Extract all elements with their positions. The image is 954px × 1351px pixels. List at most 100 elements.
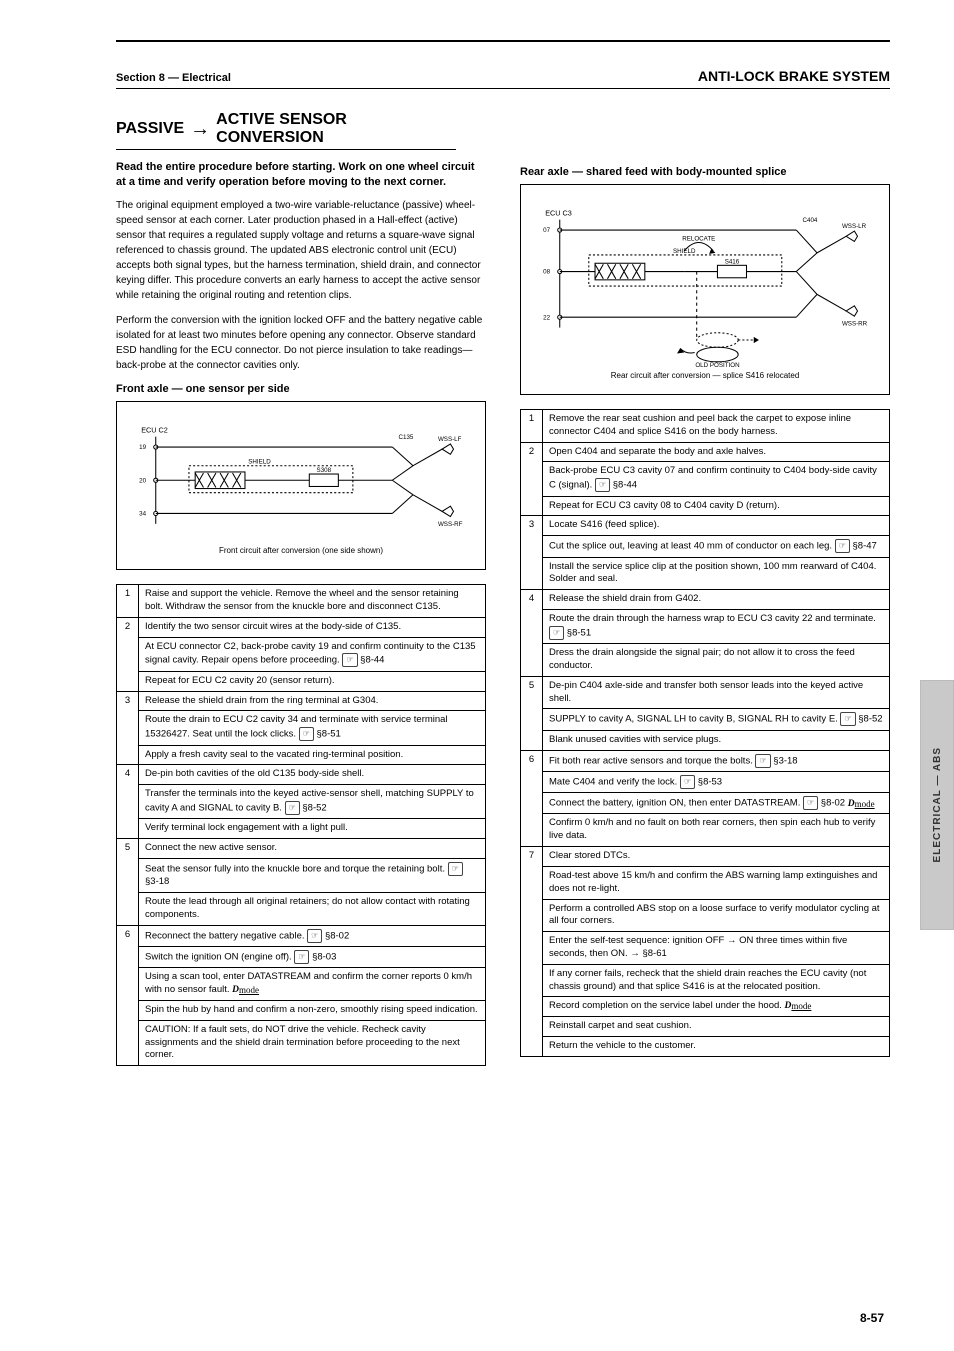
- table-row: Seat the sensor fully into the knuckle b…: [117, 858, 486, 892]
- section-title: PASSIVE → ACTIVE SENSOR CONVERSION: [116, 111, 456, 150]
- step-line: Repeat for ECU C2 cavity 20 (sensor retu…: [139, 671, 486, 691]
- step-line: CAUTION: If a fault sets, do NOT drive t…: [139, 1020, 486, 1065]
- step-line: Clear stored DTCs.: [543, 847, 890, 867]
- svg-text:ECU C3: ECU C3: [545, 209, 572, 218]
- table-row: Dress the drain alongside the signal pai…: [521, 644, 890, 677]
- figure-front-conversion: ECU C2 19 20 34 SHIELD S308: [116, 401, 486, 571]
- rear-subheading: Rear axle — shared feed with body-mounte…: [520, 166, 890, 178]
- table-row: 2Open C404 and separate the body and axl…: [521, 442, 890, 462]
- step-number: 1: [521, 410, 543, 443]
- header-system-title: ANTI-LOCK BRAKE SYSTEM: [698, 68, 890, 84]
- table-row: Mate C404 and verify the lock. ☞ §8-53: [521, 771, 890, 792]
- fig2-caption: Rear circuit after conversion — splice S…: [539, 371, 871, 380]
- step-line: Transfer the terminals into the keyed ac…: [139, 785, 486, 819]
- step-line: Mate C404 and verify the lock. ☞ §8-53: [543, 771, 890, 792]
- table-row: CAUTION: If a fault sets, do NOT drive t…: [117, 1020, 486, 1065]
- table-row: Enter the self-test sequence: ignition O…: [521, 932, 890, 965]
- step-line: Back-probe ECU C3 cavity 07 and confirm …: [543, 462, 890, 496]
- table-row: Using a scan tool, enter DATASTREAM and …: [117, 968, 486, 1001]
- svg-text:WSS-RF: WSS-RF: [438, 521, 463, 528]
- svg-text:22: 22: [543, 314, 550, 321]
- step-line: Locate S416 (feed splice).: [543, 516, 890, 536]
- table-row: 1Remove the rear seat cushion and peel b…: [521, 410, 890, 443]
- front-procedure-table: 1Raise and support the vehicle. Remove t…: [116, 584, 486, 1066]
- table-row: Perform a controlled ABS stop on a loose…: [521, 899, 890, 932]
- table-row: Install the service splice clip at the p…: [521, 557, 890, 590]
- step-line: Switch the ignition ON (engine off). ☞ §…: [139, 947, 486, 968]
- table-row: At ECU connector C2, back-probe cavity 1…: [117, 637, 486, 671]
- svg-text:SHIELD: SHIELD: [673, 248, 696, 255]
- page-number: 8-57: [860, 1311, 884, 1325]
- fig1-caption: Front circuit after conversion (one side…: [135, 546, 467, 555]
- svg-text:S308: S308: [317, 467, 332, 474]
- step-number: 1: [117, 585, 139, 618]
- step-line: Record completion on the service label u…: [543, 997, 890, 1017]
- table-row: 6Fit both rear active sensors and torque…: [521, 750, 890, 771]
- svg-text:34: 34: [139, 510, 146, 517]
- step-line: De-pin C404 axle-side and transfer both …: [543, 676, 890, 709]
- table-row: Route the drain to ECU C2 cavity 34 and …: [117, 711, 486, 745]
- table-row: Verify terminal lock engagement with a l…: [117, 819, 486, 839]
- table-row: 4Release the shield drain from G402.: [521, 590, 890, 610]
- page-header: Section 8 — Electrical ANTI-LOCK BRAKE S…: [116, 68, 890, 84]
- step-number: 3: [521, 516, 543, 590]
- table-row: Reinstall carpet and seat cushion.: [521, 1017, 890, 1037]
- table-row: Repeat for ECU C2 cavity 20 (sensor retu…: [117, 671, 486, 691]
- table-row: Confirm 0 km/h and no fault on both rear…: [521, 814, 890, 847]
- table-row: 4De-pin both cavities of the old C135 bo…: [117, 765, 486, 785]
- header-section-label: Section 8 — Electrical: [116, 72, 231, 84]
- table-row: 3Locate S416 (feed splice).: [521, 516, 890, 536]
- table-row: Transfer the terminals into the keyed ac…: [117, 785, 486, 819]
- intro-p1: The original equipment employed a two-wi…: [116, 198, 486, 303]
- step-line: Seat the sensor fully into the knuckle b…: [139, 858, 486, 892]
- rule-bottom: [116, 88, 890, 89]
- table-row: 3Release the shield drain from the ring …: [117, 691, 486, 711]
- fig1-ecu-label: ECU C2: [141, 425, 168, 434]
- step-line: At ECU connector C2, back-probe cavity 1…: [139, 637, 486, 671]
- arrow-right-icon: →: [190, 118, 210, 141]
- table-row: 1Raise and support the vehicle. Remove t…: [117, 585, 486, 618]
- step-line: Remove the rear seat cushion and peel ba…: [543, 410, 890, 443]
- left-column: Read the entire procedure before startin…: [116, 160, 486, 1080]
- svg-text:RELOCATE: RELOCATE: [682, 235, 715, 242]
- table-row: Back-probe ECU C3 cavity 07 and confirm …: [521, 462, 890, 496]
- front-subheading: Front axle — one sensor per side: [116, 383, 486, 395]
- step-number: 6: [521, 750, 543, 847]
- step-line: Perform a controlled ABS stop on a loose…: [543, 899, 890, 932]
- step-line: Release the shield drain from the ring t…: [139, 691, 486, 711]
- step-line: Release the shield drain from G402.: [543, 590, 890, 610]
- step-line: Route the drain through the harness wrap…: [543, 609, 890, 643]
- table-row: Switch the ignition ON (engine off). ☞ §…: [117, 947, 486, 968]
- step-line: Cut the splice out, leaving at least 40 …: [543, 536, 890, 557]
- intro-p2: Perform the conversion with the ignition…: [116, 313, 486, 373]
- rear-procedure-table: 1Remove the rear seat cushion and peel b…: [520, 409, 890, 1057]
- thumb-tab: ELECTRICAL — ABS: [920, 680, 954, 930]
- table-row: Road-test above 15 km/h and confirm the …: [521, 866, 890, 899]
- step-line: Open C404 and separate the body and axle…: [543, 442, 890, 462]
- title-prefix: PASSIVE: [116, 120, 184, 138]
- table-row: Route the lead through all original reta…: [117, 893, 486, 926]
- table-row: Route the drain through the harness wrap…: [521, 609, 890, 643]
- step-line: Route the drain to ECU C2 cavity 34 and …: [139, 711, 486, 745]
- svg-text:S416: S416: [725, 258, 740, 265]
- step-line: Route the lead through all original reta…: [139, 893, 486, 926]
- step-line: Reinstall carpet and seat cushion.: [543, 1017, 890, 1037]
- table-row: 2Identify the two sensor circuit wires a…: [117, 617, 486, 637]
- step-line: Blank unused cavities with service plugs…: [543, 730, 890, 750]
- rule-top: [116, 40, 890, 42]
- step-line: SUPPLY to cavity A, SIGNAL LH to cavity …: [543, 709, 890, 730]
- title-suffix: ACTIVE SENSOR CONVERSION: [216, 111, 456, 147]
- table-row: Record completion on the service label u…: [521, 997, 890, 1017]
- step-line: Return the vehicle to the customer.: [543, 1037, 890, 1057]
- table-row: Repeat for ECU C3 cavity 08 to C404 cavi…: [521, 496, 890, 516]
- step-line: Connect the battery, ignition ON, then e…: [543, 793, 890, 814]
- table-row: SUPPLY to cavity A, SIGNAL LH to cavity …: [521, 709, 890, 730]
- step-line: Install the service splice clip at the p…: [543, 557, 890, 590]
- table-row: Cut the splice out, leaving at least 40 …: [521, 536, 890, 557]
- svg-text:SHIELD: SHIELD: [248, 458, 271, 465]
- table-row: 7Clear stored DTCs.: [521, 847, 890, 867]
- table-row: Return the vehicle to the customer.: [521, 1037, 890, 1057]
- table-row: If any corner fails, recheck that the sh…: [521, 964, 890, 997]
- step-line: Using a scan tool, enter DATASTREAM and …: [139, 968, 486, 1001]
- step-line: De-pin both cavities of the old C135 bod…: [139, 765, 486, 785]
